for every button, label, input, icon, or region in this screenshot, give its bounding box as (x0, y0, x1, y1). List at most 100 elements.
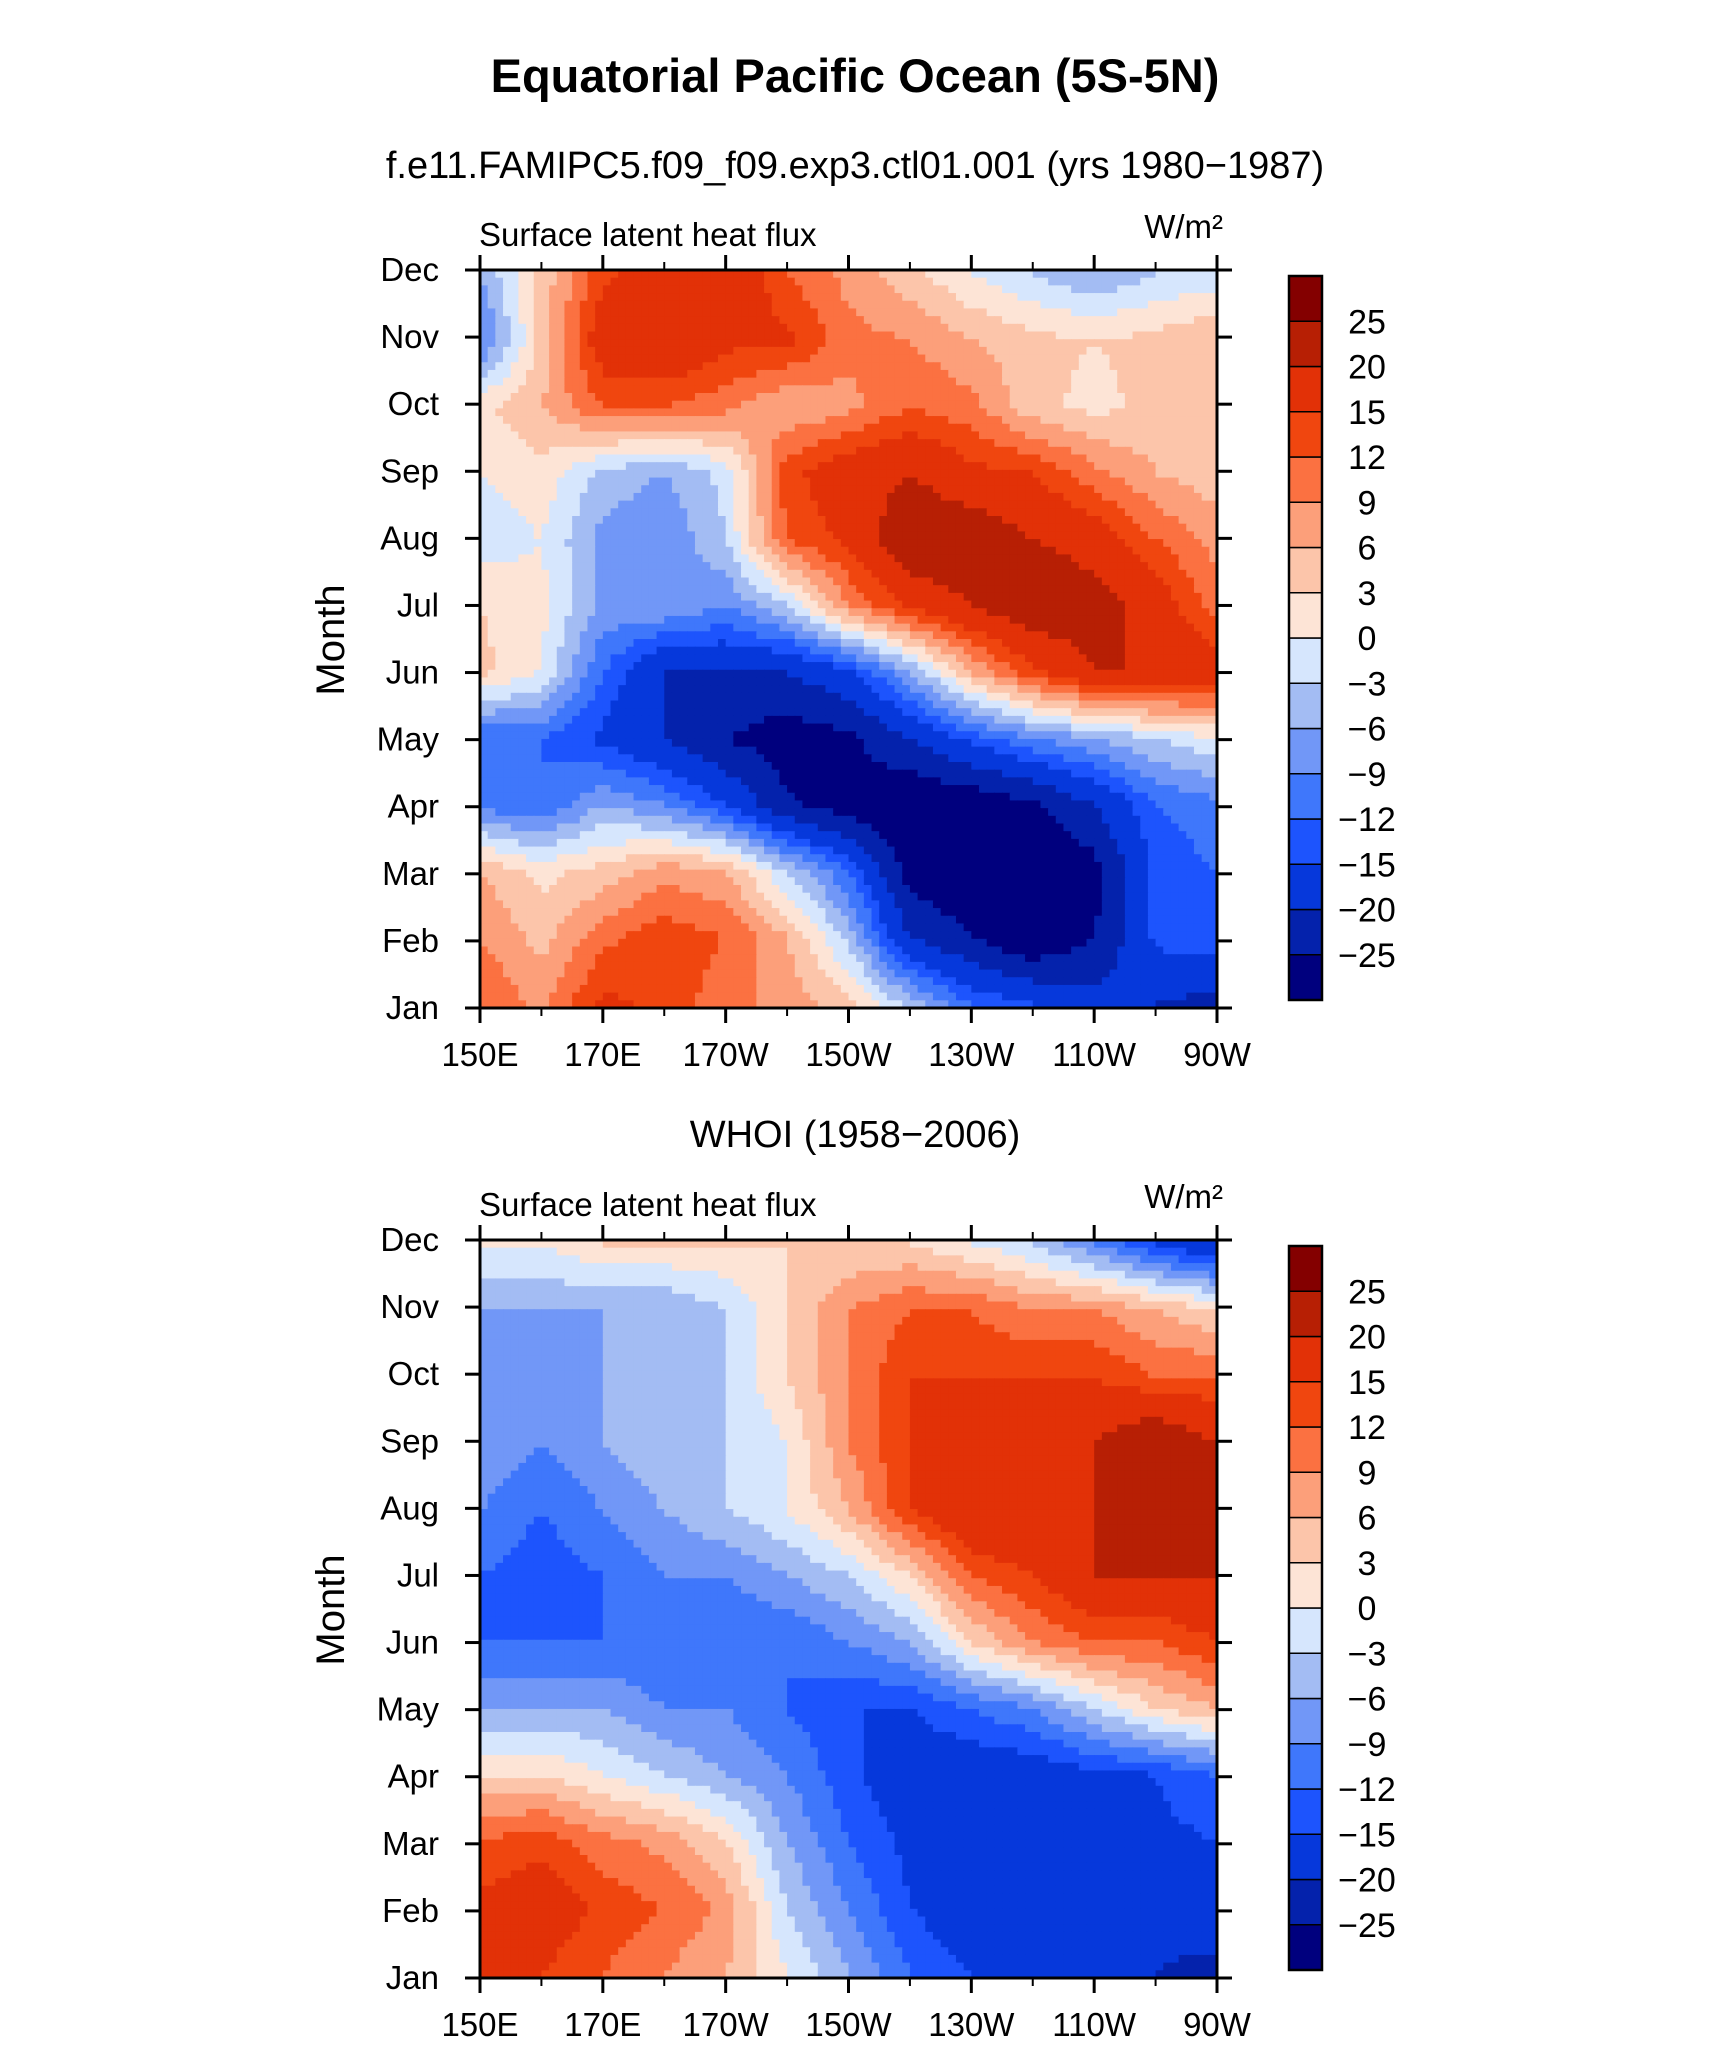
heatmap-cell (549, 478, 557, 486)
heatmap-cell (833, 508, 841, 516)
heatmap-cell (879, 539, 887, 547)
heatmap-cell (987, 293, 995, 301)
heatmap-cell (1125, 378, 1133, 386)
heatmap-cell (595, 570, 603, 578)
heatmap-cell (895, 639, 903, 647)
heatmap-cell (1156, 424, 1164, 432)
heatmap-cell (495, 385, 503, 393)
heatmap-cell (1194, 324, 1202, 332)
heatmap-cell (1179, 301, 1187, 309)
heatmap-cell (856, 424, 864, 432)
heatmap-cell (825, 516, 833, 524)
heatmap-cell (1125, 493, 1133, 501)
heatmap-cell (1163, 554, 1171, 562)
heatmap-cell (488, 431, 496, 439)
heatmap-cell (1048, 601, 1056, 609)
heatmap-cell (1202, 293, 1210, 301)
heatmap-cell (1125, 593, 1133, 601)
heatmap-cell (956, 285, 964, 293)
heatmap-cell (549, 608, 557, 616)
heatmap-cell (1110, 324, 1118, 332)
heatmap-cell (511, 378, 519, 386)
heatmap-cell (595, 332, 603, 340)
heatmap-cell (1102, 362, 1110, 370)
heatmap-cell (695, 501, 703, 509)
heatmap-cell (680, 470, 688, 478)
heatmap-cell (1071, 601, 1079, 609)
heatmap-cell (795, 647, 803, 655)
heatmap-cell (910, 470, 918, 478)
heatmap-cell (787, 347, 795, 355)
heatmap-cell (933, 447, 941, 455)
heatmap-cell (534, 301, 542, 309)
heatmap-cell (703, 401, 711, 409)
heatmap-cell (549, 401, 557, 409)
heatmap-cell (787, 462, 795, 470)
heatmap-cell (887, 608, 895, 616)
heatmap-cell (634, 447, 642, 455)
heatmap-cell (925, 316, 933, 324)
heatmap-cell (787, 631, 795, 639)
heatmap-cell (1163, 531, 1171, 539)
heatmap-cell (933, 662, 941, 670)
heatmap-cell (572, 624, 580, 632)
heatmap-cell (841, 585, 849, 593)
heatmap-cell (641, 370, 649, 378)
heatmap-cell (1056, 539, 1064, 547)
heatmap-cell (1079, 370, 1087, 378)
heatmap-cell (1040, 593, 1048, 601)
heatmap-cell (1133, 370, 1141, 378)
heatmap-cell (587, 408, 595, 416)
heatmap-cell (1079, 516, 1087, 524)
heatmap-cell (649, 401, 657, 409)
heatmap-cell (872, 285, 880, 293)
heatmap-cell (933, 516, 941, 524)
heatmap-cell (756, 654, 764, 662)
heatmap-cell (1179, 616, 1187, 624)
heatmap-cell (764, 378, 772, 386)
heatmap-cell (649, 378, 657, 386)
heatmap-cell (772, 355, 780, 363)
heatmap-cell (948, 293, 956, 301)
heatmap-cell (1086, 285, 1094, 293)
heatmap-cell (1056, 301, 1064, 309)
heatmap-cell (564, 654, 572, 662)
heatmap-cell (703, 416, 711, 424)
heatmap-cell (1125, 431, 1133, 439)
heatmap-cell (626, 647, 634, 655)
heatmap-cell (994, 554, 1002, 562)
heatmap-cell (1033, 516, 1041, 524)
heatmap-cell (1025, 585, 1033, 593)
heatmap-cell (964, 608, 972, 616)
heatmap-cell (1163, 493, 1171, 501)
heatmap-cell (1079, 439, 1087, 447)
heatmap-cell (749, 324, 757, 332)
heatmap-cell (1186, 531, 1194, 539)
heatmap-cell (795, 439, 803, 447)
heatmap-cell (1056, 339, 1064, 347)
heatmap-cell (1186, 539, 1194, 547)
heatmap-cell (910, 293, 918, 301)
heatmap-cell (1171, 485, 1179, 493)
heatmap-cell (1079, 462, 1087, 470)
heatmap-cell (756, 385, 764, 393)
heatmap-cell (1140, 285, 1148, 293)
heatmap-cell (726, 654, 734, 662)
heatmap-cell (925, 547, 933, 555)
heatmap-cell (1002, 578, 1010, 586)
heatmap-cell (534, 516, 542, 524)
heatmap-cell (1063, 639, 1071, 647)
heatmap-cell (810, 447, 818, 455)
heatmap-cell (849, 439, 857, 447)
heatmap-cell (994, 424, 1002, 432)
heatmap-cell (1071, 447, 1079, 455)
heatmap-cell (672, 524, 680, 532)
heatmap-cell (687, 470, 695, 478)
heatmap-cell (810, 332, 818, 340)
heatmap-cell (987, 524, 995, 532)
heatmap-cell (841, 339, 849, 347)
heatmap-cell (733, 554, 741, 562)
heatmap-cell (1140, 662, 1148, 670)
heatmap-cell (910, 455, 918, 463)
heatmap-cell (718, 339, 726, 347)
